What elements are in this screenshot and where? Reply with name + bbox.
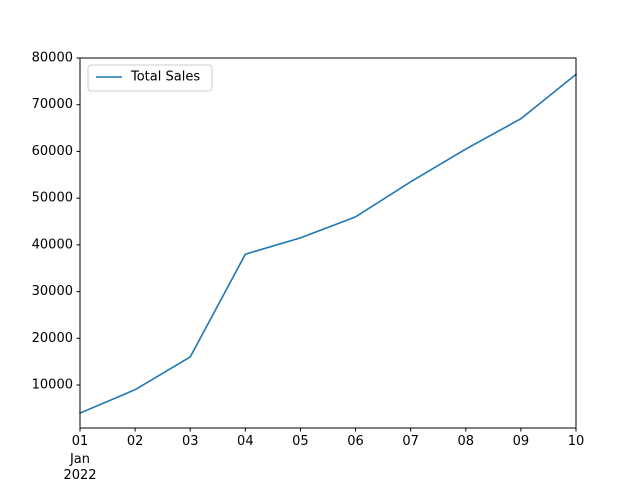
series-layer bbox=[78, 73, 578, 415]
series-line-total-sales bbox=[78, 73, 578, 415]
y-tick-label: 60000 bbox=[32, 144, 73, 159]
y-axis-ticks: 10000 20000 30000 40000 50000 60000 70000 80000 bbox=[32, 51, 80, 393]
x-tick-label: 03 bbox=[182, 434, 199, 449]
x-tick-sublabel: Jan bbox=[69, 452, 90, 467]
x-tick-label: 01 bbox=[72, 434, 89, 449]
x-tick-label: 07 bbox=[402, 434, 419, 449]
x-tick-sublabel: 2022 bbox=[63, 468, 96, 480]
legend-label-total-sales: Total Sales bbox=[130, 70, 200, 85]
x-tick-label: 09 bbox=[513, 434, 530, 449]
x-tick-label: 02 bbox=[127, 434, 144, 449]
y-tick-label: 10000 bbox=[32, 378, 73, 393]
x-tick-label: 08 bbox=[458, 434, 475, 449]
legend: Total Sales bbox=[87, 64, 213, 92]
legend-box bbox=[87, 64, 213, 92]
y-tick-label: 20000 bbox=[32, 331, 73, 346]
x-tick-label: 06 bbox=[347, 434, 364, 449]
y-tick-label: 30000 bbox=[32, 284, 73, 299]
plot-frame bbox=[79, 57, 577, 429]
x-tick-label: 04 bbox=[237, 434, 254, 449]
y-tick-label: 80000 bbox=[32, 51, 73, 66]
y-tick-label: 70000 bbox=[32, 97, 73, 112]
y-tick-label: 40000 bbox=[32, 237, 73, 252]
x-tick-label: 10 bbox=[568, 434, 585, 449]
x-tick-label: 05 bbox=[292, 434, 309, 449]
y-tick-label: 50000 bbox=[32, 191, 73, 206]
